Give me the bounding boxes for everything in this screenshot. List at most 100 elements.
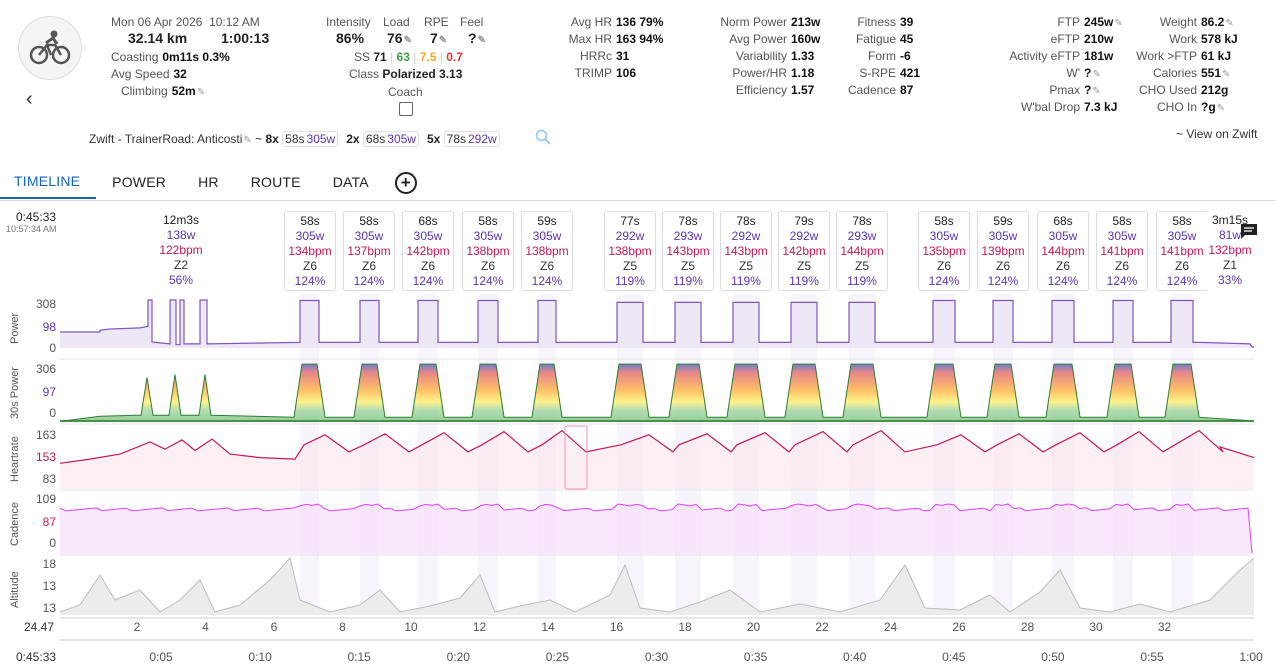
fitness-stat-value: -6 [900,49,911,63]
cad-tick-min: 0 [49,536,56,550]
tab-data[interactable]: DATA [332,174,369,190]
interval-card[interactable]: 78s 292w 143bpm Z5 119% [720,211,772,291]
rpe-value[interactable]: 7✎ [430,30,447,46]
interval-percent: 124% [928,274,960,288]
interval-percent: 124% [987,274,1019,288]
hr-stat-label: Avg HR [570,15,612,29]
body-stat-4: CHO Used 212g [1077,83,1269,97]
interval-card[interactable]: 58s 305w 134bpm Z6 124% [284,211,336,291]
ss-yellow-value: 7.5 [419,50,437,64]
edit-pencil-icon[interactable]: ✎ [477,35,486,46]
coach-checkbox[interactable] [399,102,413,116]
fitness-stat-label: Fitness [857,15,896,29]
power-stat-value: 1.18 [791,66,815,80]
interval-percent: 124% [412,274,444,288]
interval-card[interactable]: 79s 292w 142bpm Z5 119% [778,211,830,291]
power-tick-min: 0 [49,341,56,355]
time-tick: 0:45 [942,650,966,664]
power-stat-2: Variability 1.33 [667,49,880,63]
interval-card[interactable]: 58s 305w 137bpm Z6 124% [343,211,395,291]
interval-card[interactable]: 68s 305w 144bpm Z6 124% [1037,211,1089,291]
interval-duration: 68s [1053,214,1073,228]
interval-power: 305w [532,229,562,243]
body-stat-label: CHO Used [1138,83,1197,97]
interval-card[interactable]: 58s 305w 141bpm Z6 124% [1156,211,1208,291]
edit-pencil-icon[interactable]: ✎ [1216,103,1226,114]
interval-card[interactable]: 59s 305w 139bpm Z6 124% [977,211,1029,291]
coach-label: Coach [388,85,423,99]
comment-icon[interactable] [1239,222,1259,245]
timeline-charts[interactable] [0,292,1276,669]
distance-tick: 2 [133,620,141,634]
interval-card[interactable]: 78s 293w 143bpm Z5 119% [662,211,714,291]
time-tick: 0:40 [843,650,867,664]
interval-card[interactable]: 58s 305w 141bpm Z6 124% [1096,211,1148,291]
hr-stat-1: Max HR 163 94% [492,32,692,46]
workout-name[interactable]: Zwift - TrainerRoad: Anticosti [89,132,243,146]
body-stat-label: CHO In [1156,100,1197,114]
power-stat-value: 213w [791,15,821,29]
tab-power[interactable]: POWER [112,174,167,190]
interval-heartrate: 122bpm [159,243,203,257]
workout-set-count: 5x [426,132,444,146]
body-stat-2: Work >FTP 61 kJ [1077,49,1269,63]
interval-card[interactable]: 12m3s 138w 122bpm Z2 56% [136,211,226,291]
interval-card[interactable]: 58s 305w 135bpm Z6 124% [918,211,970,291]
distance-tick: 28 [1020,620,1035,634]
distance-tick: 26 [952,620,966,634]
alt-tick-min: 13 [42,601,56,615]
add-tab-icon[interactable]: + [394,172,417,194]
interval-heartrate: 138bpm [608,244,652,258]
edit-pencil-icon[interactable]: ✎ [1225,18,1234,29]
feel-value[interactable]: ?✎ [468,30,486,46]
ftp-stat-label: Activity eFTP [1009,49,1080,63]
power-stat-label: Norm Power [720,15,787,29]
workout-sets: 8x 58s 305w 2x 68s 305w 5x 78s 292w [265,131,507,147]
edit-pencil-icon[interactable]: ✎ [243,135,252,146]
interval-heartrate: 139bpm [981,244,1025,258]
interval-card[interactable]: 59s 305w 138bpm Z6 124% [521,211,573,291]
interval-card[interactable]: 77s 292w 138bpm Z5 119% [604,211,656,291]
time-tick: 0:30 [644,650,669,664]
workout-set-chip: 58s 305w [282,131,339,147]
ftp-stat-value: ? [1084,66,1092,80]
coasting-label: Coasting [111,50,159,64]
view-on-zwift-link[interactable]: ~ View on Zwift [1176,127,1258,141]
interval-duration: 79s [794,214,814,228]
body-stat-value: 86.2 [1201,15,1225,29]
p30-tick-avg: 97 [42,385,56,399]
interval-percent: 119% [673,274,703,288]
tab-timeline[interactable]: TIMELINE [0,167,97,199]
interval-card[interactable]: 78s 293w 144bpm Z5 119% [836,211,888,291]
edit-pencil-icon[interactable]: ✎ [1222,69,1231,80]
interval-duration: 78s [736,214,756,228]
edit-pencil-icon[interactable]: ✎ [196,87,206,98]
interval-percent: 124% [1106,274,1138,288]
interval-card[interactable]: 58s 305w 138bpm Z6 124% [462,211,514,291]
body-stat-value: ?g [1201,100,1216,114]
tab-route[interactable]: ROUTE [250,174,301,190]
back-chevron-icon[interactable]: ‹ [26,88,33,110]
distance-tick: 16 [609,620,624,634]
search-icon[interactable] [535,129,551,150]
interval-power: 305w [1167,229,1197,243]
interval-heartrate: 138bpm [525,244,569,258]
edit-pencil-icon[interactable]: ✎ [1092,86,1101,97]
fitness-stat-value: 45 [900,32,914,46]
edit-pencil-icon[interactable]: ✎ [1114,18,1123,29]
edit-pencil-icon[interactable]: ✎ [438,35,448,46]
workout-set-count: 8x [265,132,283,146]
interval-card[interactable]: 68s 305w 142bpm Z6 124% [402,211,454,291]
ftp-stat-value: 210w [1084,32,1114,46]
workout-set-count: 2x [346,132,363,146]
cadence-area [60,504,1254,554]
interval-power: 305w [413,229,443,243]
edit-pencil-icon[interactable]: ✎ [403,35,412,46]
tab-hr[interactable]: HR [198,174,219,190]
workout-set-duration: 68s [365,132,386,146]
edit-pencil-icon[interactable]: ✎ [1092,69,1101,80]
chart-label-altitude: Altitude [9,571,21,608]
load-value[interactable]: 76✎ [387,30,412,46]
chart-label-heartrate: Heartrate [9,436,21,482]
load-value-text: 76 [387,30,403,46]
